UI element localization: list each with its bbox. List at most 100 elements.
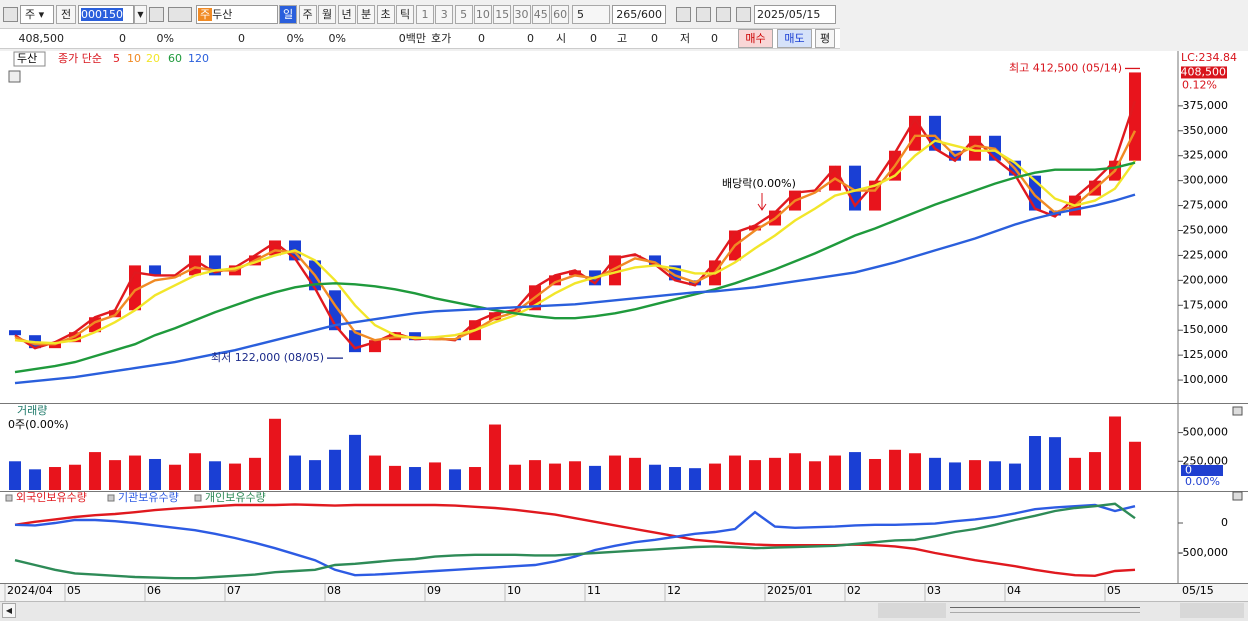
chart-background bbox=[0, 51, 1248, 601]
x-tick-label: 07 bbox=[227, 584, 241, 597]
legend-icon bbox=[5, 494, 13, 502]
sound-icon[interactable] bbox=[168, 7, 192, 22]
current-label: 0 bbox=[1185, 464, 1192, 477]
scroll-left[interactable]: ◀ bbox=[2, 603, 16, 618]
tool-icon[interactable] bbox=[716, 7, 731, 22]
interval-button[interactable]: 60 bbox=[551, 5, 570, 24]
interval-select[interactable]: 5 bbox=[572, 5, 610, 24]
volume-bar bbox=[769, 457, 781, 490]
code-input[interactable]: 000150 bbox=[78, 5, 134, 24]
legend-entry: 20 bbox=[146, 52, 160, 65]
chart: 두산 종가 단순 거래량 0주(0.00%) 05/15 100,000 125,… bbox=[0, 51, 1248, 601]
interval-button[interactable]: 15 bbox=[493, 5, 512, 24]
current-box bbox=[1181, 66, 1227, 79]
legend-entry: 5 bbox=[113, 52, 120, 65]
current-box bbox=[1181, 465, 1223, 476]
volume-bar bbox=[509, 464, 521, 490]
volume-bar bbox=[49, 467, 61, 490]
avg-button[interactable]: 평 bbox=[815, 29, 835, 48]
zoom-slider[interactable] bbox=[950, 607, 1140, 613]
volume-bar bbox=[129, 455, 141, 490]
period-button[interactable]: 초 bbox=[376, 5, 395, 24]
panel-close[interactable] bbox=[1232, 406, 1243, 416]
y-tick-label: 0 bbox=[1221, 516, 1228, 529]
icon[interactable] bbox=[3, 7, 18, 22]
chart-title: 두산 bbox=[17, 52, 37, 65]
date-input[interactable]: 2025/05/15 bbox=[754, 5, 836, 24]
buy-button[interactable]: 매수 bbox=[738, 29, 773, 48]
x-tick-label: 04 bbox=[1007, 584, 1021, 597]
price: 408,500 bbox=[18, 32, 65, 45]
moving-average bbox=[14, 100, 1137, 350]
period-button[interactable]: 분 bbox=[357, 5, 375, 24]
stock-name: 두산 bbox=[212, 8, 233, 21]
volume-bar bbox=[609, 455, 621, 490]
dropdown[interactable]: ▼ bbox=[134, 5, 147, 24]
volume-bar bbox=[1009, 463, 1021, 490]
market-select[interactable]: 주 ▾ bbox=[20, 5, 54, 24]
name-input[interactable]: 주 두산 bbox=[196, 5, 278, 24]
code: 000150 bbox=[81, 8, 123, 21]
sell-button[interactable]: 매도 bbox=[777, 29, 812, 48]
period-button[interactable]: 년 bbox=[337, 5, 356, 24]
calendar-icon[interactable] bbox=[8, 70, 21, 83]
volume-bar bbox=[489, 424, 501, 490]
volume-bar bbox=[269, 418, 281, 490]
panel-close[interactable] bbox=[1232, 491, 1243, 501]
volume-bar bbox=[949, 462, 961, 490]
panel-title: 거래량 bbox=[17, 404, 47, 417]
interval-button[interactable]: 1 bbox=[416, 5, 434, 24]
volume-bar bbox=[69, 464, 81, 490]
volume-bar bbox=[709, 463, 721, 490]
play-controls[interactable] bbox=[878, 603, 946, 618]
y-tick-label: 250,000 bbox=[1183, 223, 1229, 236]
interval-button[interactable]: 10 bbox=[473, 5, 492, 24]
legend-entry: 기관보유수량 bbox=[118, 491, 179, 504]
current-pct: 0.00% bbox=[1185, 475, 1220, 488]
x-tick-label: 02 bbox=[847, 584, 861, 597]
volume-bar bbox=[869, 458, 881, 490]
candle bbox=[369, 340, 381, 353]
volume-bar bbox=[1129, 441, 1141, 490]
name-badge: 주 bbox=[198, 8, 213, 21]
period-button[interactable]: 일 bbox=[279, 5, 297, 24]
low-label: 저 bbox=[680, 32, 691, 45]
interval-button[interactable]: 3 bbox=[435, 5, 454, 24]
panel-subtitle: 0주(0.00%) bbox=[8, 418, 69, 431]
tool-icon[interactable] bbox=[676, 7, 691, 22]
tool-icon[interactable] bbox=[736, 7, 751, 22]
interval-button[interactable]: 5 bbox=[454, 5, 473, 24]
search-icon[interactable] bbox=[149, 7, 164, 22]
holding-line bbox=[14, 502, 1136, 580]
x-tick-label: 10 bbox=[507, 584, 521, 597]
zoom-tools[interactable] bbox=[1180, 603, 1244, 618]
interval-button[interactable]: 30 bbox=[512, 5, 531, 24]
interval-button[interactable]: 45 bbox=[531, 5, 550, 24]
high-label: 고 bbox=[617, 32, 628, 45]
volume-bar bbox=[749, 460, 761, 490]
x-end-label: 05/15 bbox=[1182, 584, 1214, 597]
volume-bar bbox=[9, 461, 21, 490]
volume-bar bbox=[229, 463, 241, 490]
volume-bar bbox=[1029, 436, 1041, 490]
y-tick-label: 375,000 bbox=[1183, 99, 1229, 112]
period-button[interactable]: 월 bbox=[318, 5, 336, 24]
amount: 0백만 bbox=[398, 32, 426, 45]
tool-icon[interactable] bbox=[696, 7, 711, 22]
annotation-arrow bbox=[757, 193, 767, 211]
volume-bar bbox=[889, 449, 901, 490]
volume-bar bbox=[189, 453, 201, 490]
period-button[interactable]: 주 bbox=[298, 5, 317, 24]
legend-box bbox=[13, 51, 46, 67]
candle bbox=[649, 255, 661, 266]
prev-button[interactable]: 전 bbox=[56, 5, 76, 24]
y-tick-label: 250,000 bbox=[1183, 454, 1229, 467]
count-input[interactable]: 265/600 bbox=[612, 5, 666, 24]
period-button[interactable]: 틱 bbox=[396, 5, 414, 24]
volume-bar bbox=[669, 467, 681, 490]
candle bbox=[489, 312, 501, 321]
volume-bar bbox=[809, 461, 821, 490]
volume-bar bbox=[729, 455, 741, 490]
volume-bar bbox=[109, 460, 121, 490]
